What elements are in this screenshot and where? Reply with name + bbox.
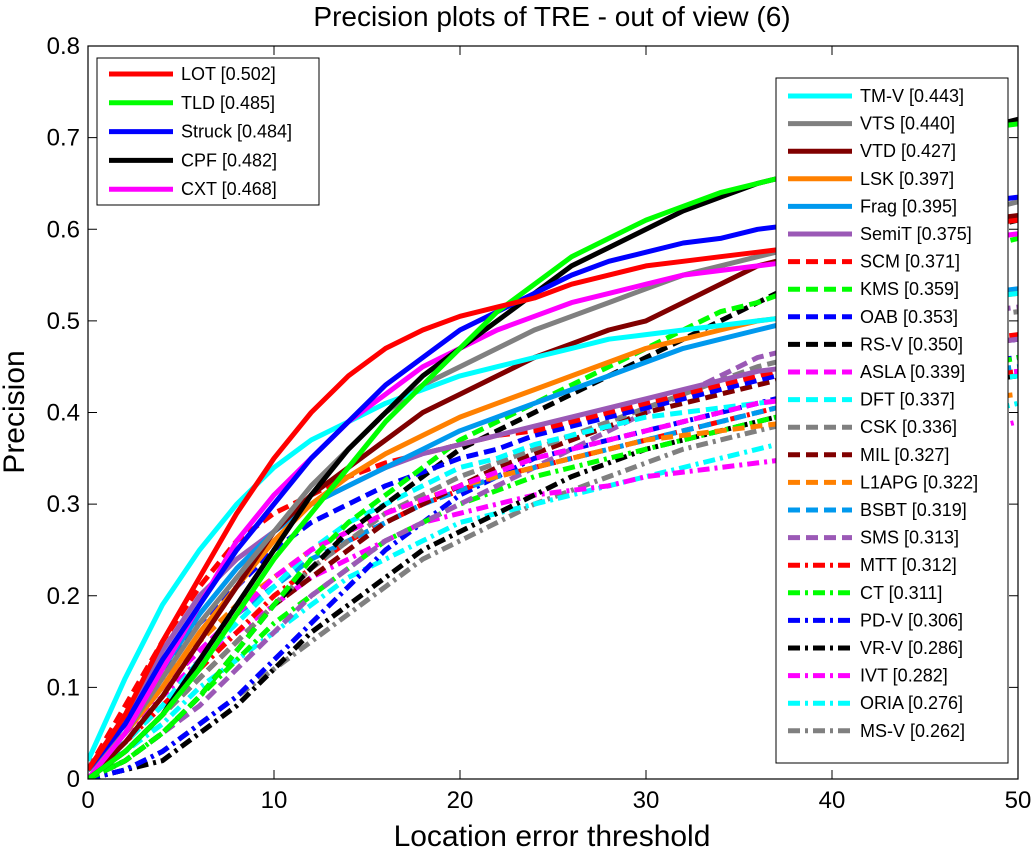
y-tick-label: 0.4 xyxy=(47,400,80,427)
x-tick-label: 50 xyxy=(1005,787,1032,814)
y-tick-label: 0.3 xyxy=(47,491,80,518)
legend-entry: Frag [0.395] xyxy=(860,196,957,216)
x-tick-label: 10 xyxy=(261,787,288,814)
legend-entry: VR-V [0.286] xyxy=(860,638,963,658)
x-tick-label: 40 xyxy=(819,787,846,814)
legend-entry: ORIA [0.276] xyxy=(860,693,963,713)
axis-ticks: 0 10 20 30 40 50 0 0.1 0.2 0.3 0.4 0.5 0.6 0.7 0.8 xyxy=(47,33,1032,814)
series-line-pd-v xyxy=(88,355,1018,779)
legend-entry: Struck [0.484] xyxy=(181,122,292,142)
axes-frame xyxy=(87,45,1019,780)
x-tick-label: 0 xyxy=(81,787,94,814)
y-tick-label: 0.1 xyxy=(47,674,80,701)
x-tick-label: 30 xyxy=(633,787,660,814)
legend-entry: ASLA [0.339] xyxy=(860,362,965,382)
legend-entry: VTD [0.427] xyxy=(860,141,956,161)
y-tick-label: 0.2 xyxy=(47,583,80,610)
legend-entry: SCM [0.371] xyxy=(860,252,960,272)
legend-entry: MIL [0.327] xyxy=(860,445,949,465)
legends: LOT [0.502] TLD [0.485] Struck [0.484] CPF … xyxy=(96,57,1009,764)
legend-entry: IVT [0.282] xyxy=(860,666,948,686)
legend-entry: SemiT [0.375] xyxy=(860,224,972,244)
legend-entry: PD-V [0.306] xyxy=(860,610,963,630)
y-tick-label: 0.8 xyxy=(47,33,80,60)
legend-entry: L1APG [0.322] xyxy=(860,472,978,492)
series-line-dft xyxy=(88,373,1018,772)
legend-entry: DFT [0.337] xyxy=(860,390,955,410)
legend-entry: CSK [0.336] xyxy=(860,417,957,437)
legend-entry: TM-V [0.443] xyxy=(860,86,964,106)
chart-title: Precision plots of TRE - out of view (6) xyxy=(313,1,790,32)
y-tick-label: 0.5 xyxy=(47,308,80,335)
legend-entry: LSK [0.397] xyxy=(860,169,954,189)
legend-entry: TLD [0.485] xyxy=(181,93,275,113)
legend-entry: MTT [0.312] xyxy=(860,555,957,575)
legend-entry: MS-V [0.262] xyxy=(860,721,965,741)
y-tick-label: 0.7 xyxy=(47,125,80,152)
y-axis-label: Precision xyxy=(0,350,31,473)
legend-entry: CT [0.311] xyxy=(860,583,942,603)
x-tick-label: 20 xyxy=(447,787,474,814)
legend-entry: VTS [0.440] xyxy=(860,114,955,134)
legend-entry: BSBT [0.319] xyxy=(860,500,967,520)
legend-entry: LOT [0.502] xyxy=(181,64,276,84)
series-line-oria xyxy=(88,400,1018,773)
legend-entry: KMS [0.359] xyxy=(860,279,959,299)
legend-entry: SMS [0.313] xyxy=(860,528,959,548)
legend-entry: CXT [0.468] xyxy=(181,179,277,199)
legend-entry: CPF [0.482] xyxy=(181,150,277,170)
x-axis-label: Location error threshold xyxy=(394,820,711,850)
y-tick-label: 0.6 xyxy=(47,216,80,243)
legend-entry: RS-V [0.350] xyxy=(860,334,963,354)
legend-entry: OAB [0.353] xyxy=(860,307,958,327)
y-tick-label: 0 xyxy=(67,766,80,793)
